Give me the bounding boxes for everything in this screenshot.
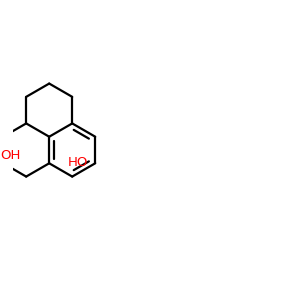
Text: HO: HO	[67, 156, 88, 169]
Text: OH: OH	[0, 149, 21, 163]
